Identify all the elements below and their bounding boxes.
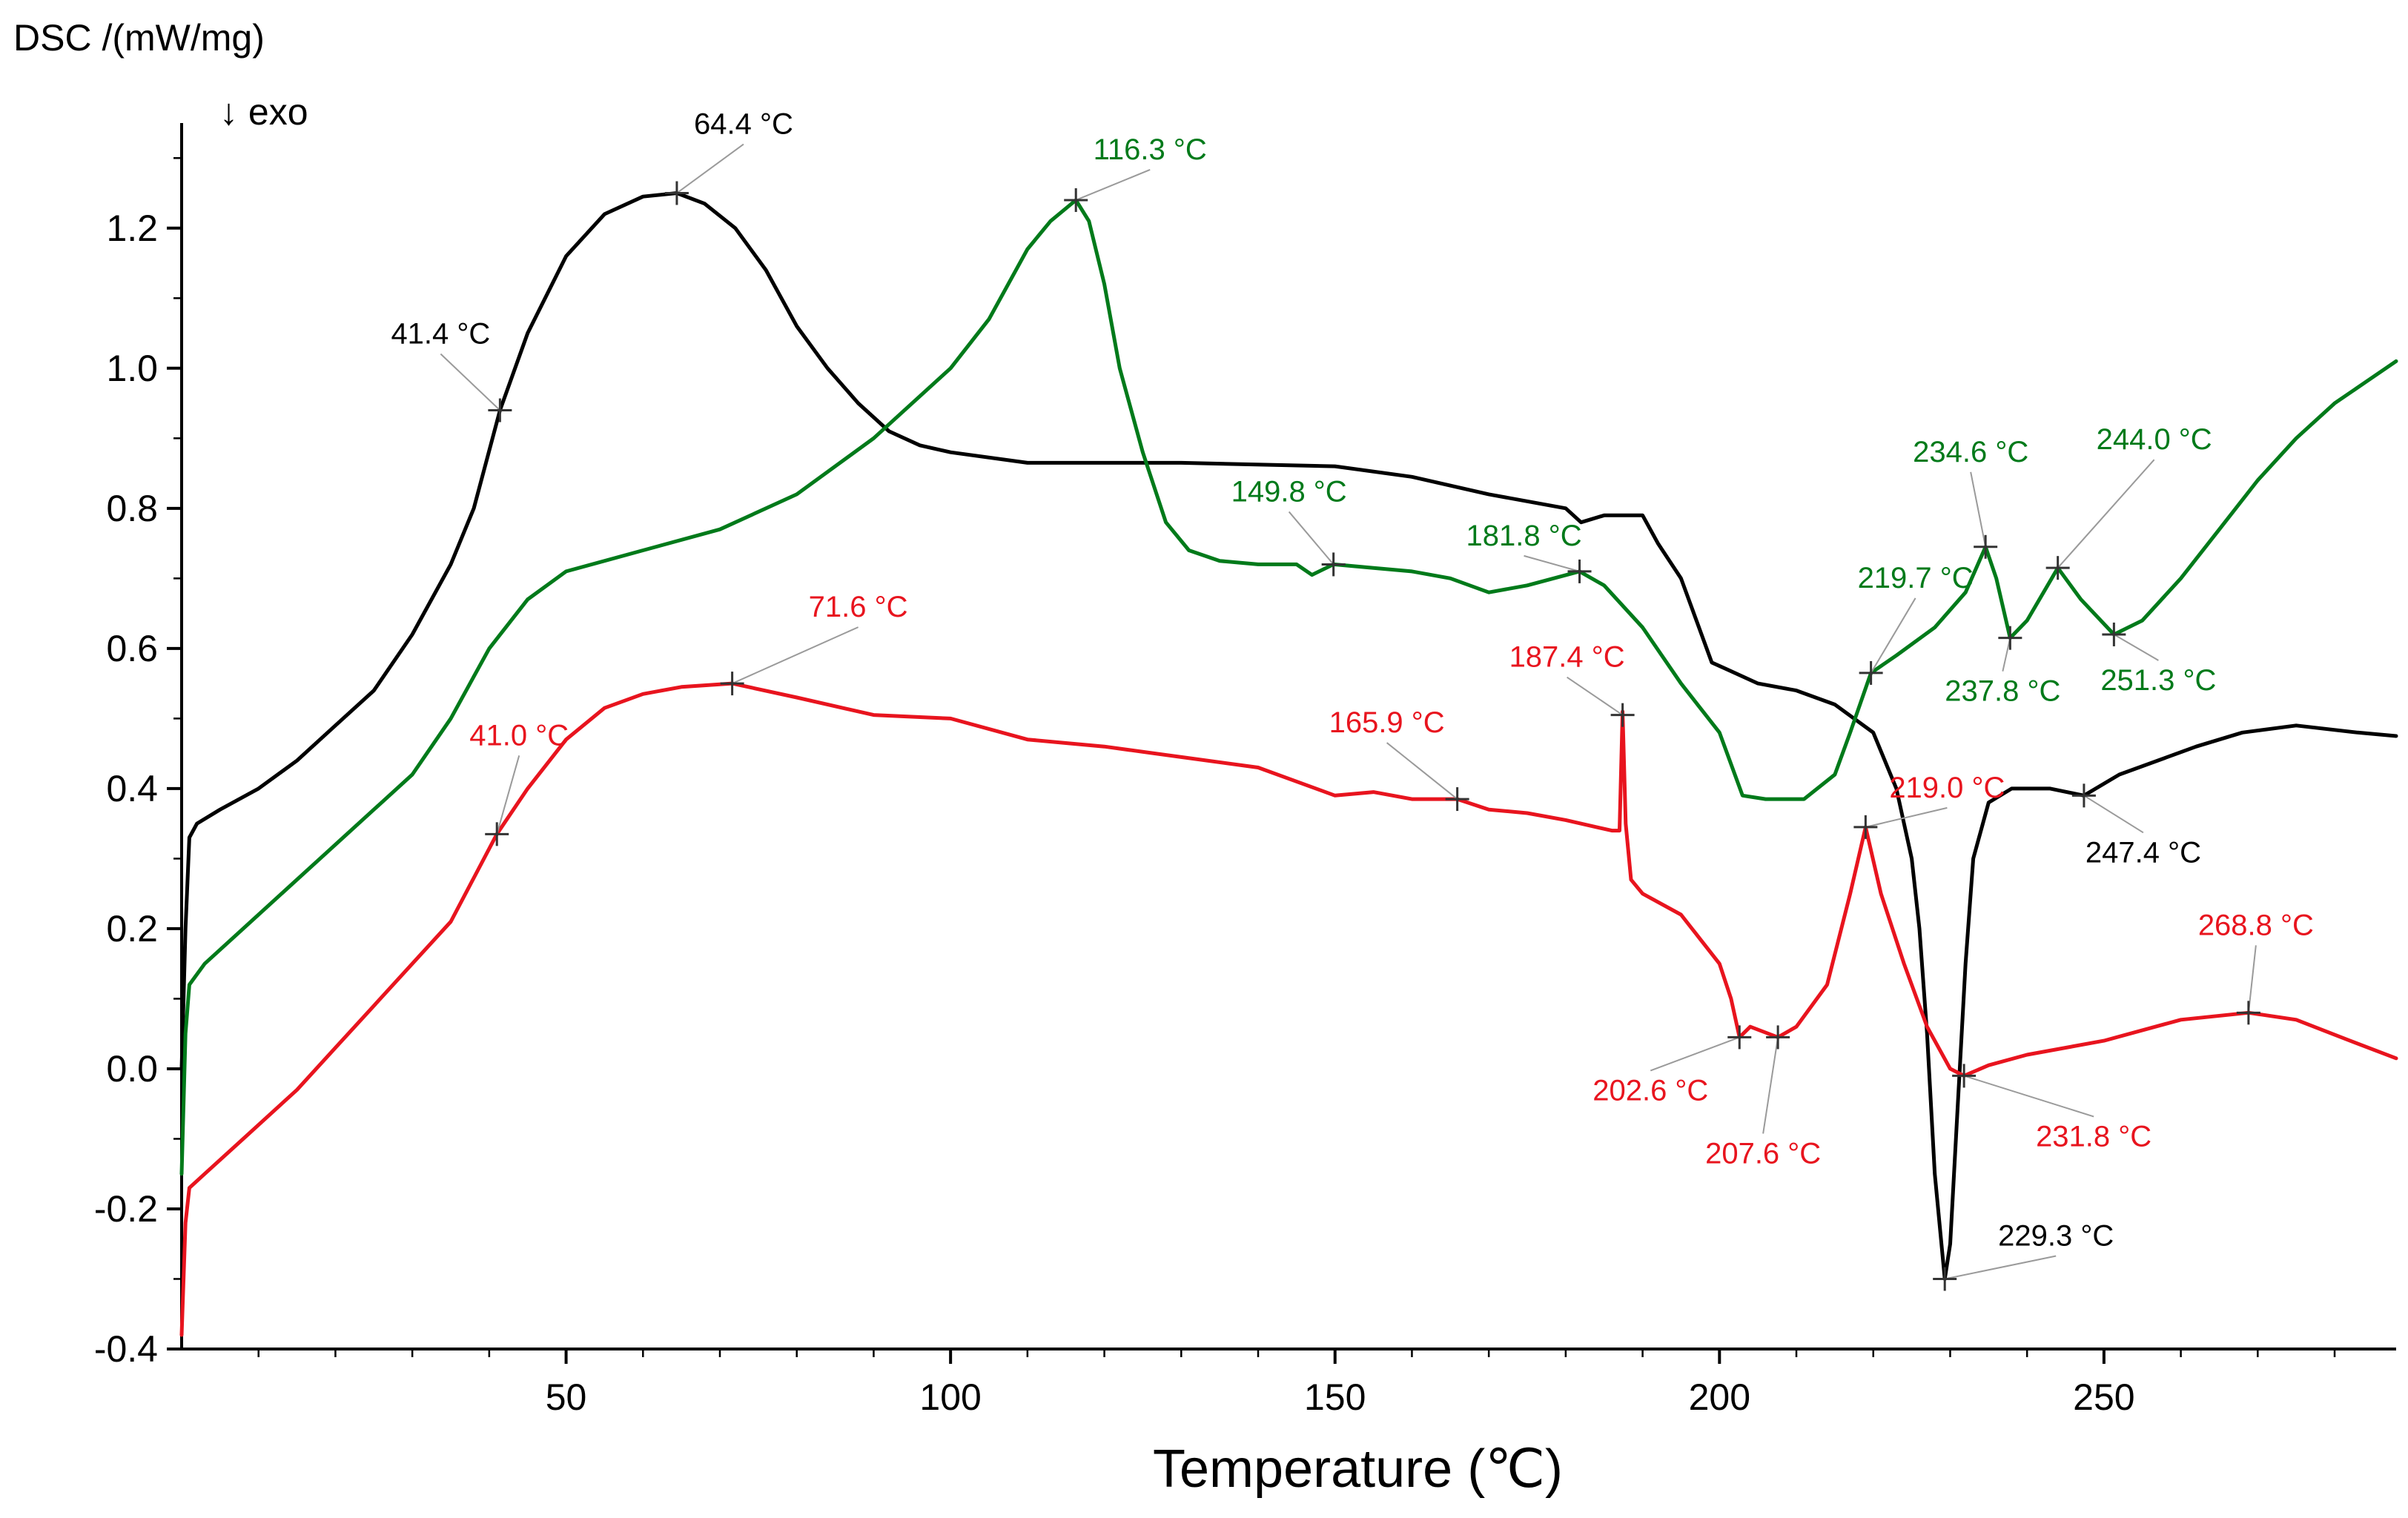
annotation-leader: [1288, 511, 1334, 566]
annotation-leader: [496, 755, 520, 835]
series-red-line: [179, 681, 2398, 1337]
y-tick-label: 1.2: [106, 208, 158, 249]
annotation-label: 268.8 °C: [2198, 909, 2314, 941]
annotation-label: 229.3 °C: [1998, 1219, 2114, 1252]
annotation-leader: [1524, 554, 1580, 572]
x-axis-label: Temperature (℃): [1153, 1439, 1563, 1499]
annotation-leader: [2083, 795, 2144, 834]
annotation-label: 247.4 °C: [2086, 836, 2201, 869]
annotation-leader: [1075, 169, 1151, 201]
annotation-leader: [1963, 1075, 2094, 1118]
series-green-line: [179, 198, 2398, 1176]
annotation-label: 219.7 °C: [1858, 562, 1974, 594]
annotation-leader: [2057, 459, 2155, 569]
annotation-leader: [1567, 676, 1624, 716]
annotation-leader: [1944, 1255, 2057, 1280]
x-tick-label: 50: [546, 1376, 587, 1418]
x-tick-label: 150: [1304, 1376, 1366, 1418]
y-ticks: -0.4 -0.2 0.0 0.2 0.4 0.6 0.8 1.0 1.2: [94, 157, 182, 1370]
annotation-label: 165.9 °C: [1329, 706, 1445, 739]
annotation-label: 251.3 °C: [2100, 664, 2216, 697]
annotations: 64.4 °C 41.4 °C 229.3 °C 247.4 °C 116.3 °C 14…: [391, 108, 2314, 1291]
annotation-leader: [732, 626, 859, 685]
annotation-leader: [676, 143, 744, 194]
y-tick-label: 0.2: [106, 908, 158, 949]
x-ticks: 50 100 150 200 250: [257, 1349, 2336, 1418]
y-tick-label: -0.2: [94, 1188, 158, 1230]
y-tick-label: 0.4: [106, 768, 158, 809]
annotation-label: 149.8 °C: [1231, 475, 1347, 508]
annotation-leader: [1870, 597, 1916, 674]
y-tick-label: 1.0: [106, 348, 158, 389]
annotation-label: 64.4 °C: [694, 108, 793, 141]
annotation-leader: [1970, 471, 1987, 548]
annotation-label: 234.6 °C: [1913, 436, 2028, 468]
annotation-label: 41.4 °C: [391, 318, 490, 351]
y-tick-label: 0.6: [106, 628, 158, 669]
annotation-label: 116.3 °C: [1094, 133, 1207, 166]
annotation-label: 207.6 °C: [1705, 1137, 1821, 1170]
y-axis-label: DSC /(mW/mg): [13, 17, 265, 59]
annotation-label: 187.4 °C: [1509, 641, 1625, 674]
y-tick-label: 0.8: [106, 488, 158, 529]
annotation-leader: [2113, 634, 2159, 661]
annotation-leader: [2247, 945, 2257, 1013]
annotation-label: 231.8 °C: [2036, 1120, 2151, 1153]
curves: [179, 191, 2398, 1337]
annotation-label: 41.0 °C: [469, 719, 569, 752]
annotation-leader: [1762, 1037, 1779, 1134]
annotation-leader: [2002, 637, 2011, 672]
x-tick-label: 200: [1689, 1376, 1750, 1418]
annotation-label: 237.8 °C: [1945, 675, 2060, 708]
x-tick-label: 100: [919, 1376, 981, 1418]
y-tick-label: 0.0: [106, 1048, 158, 1090]
annotation-leader: [440, 353, 501, 411]
y-tick-label: -0.4: [94, 1328, 158, 1370]
annotation-label: 202.6 °C: [1592, 1074, 1708, 1107]
annotation-leader: [1865, 806, 1948, 828]
annotation-label: 181.8 °C: [1466, 520, 1581, 552]
x-tick-label: 250: [2073, 1376, 2134, 1418]
exo-direction-label: ↓ exo: [219, 91, 308, 133]
annotation-label: 71.6 °C: [809, 591, 908, 623]
annotation-leader: [1650, 1036, 1740, 1072]
annotation-label: 219.0 °C: [1889, 772, 2005, 804]
annotation-leader: [1386, 742, 1458, 800]
series-black-line: [179, 191, 2398, 1281]
annotation-label: 244.0 °C: [2097, 423, 2212, 456]
